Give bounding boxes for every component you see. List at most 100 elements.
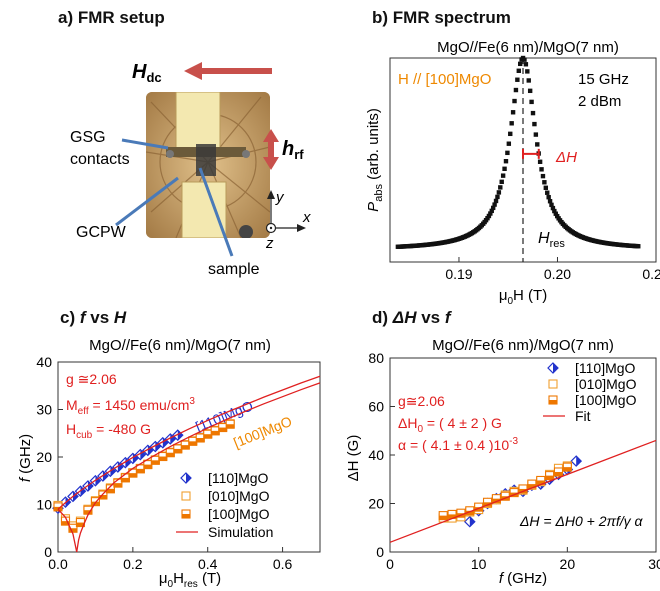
svg-text:z: z [265,235,274,252]
gsg-label-line2: contacts [70,151,130,168]
chart-d-xlabel: f (GHz) [499,570,547,587]
chart-b-point [508,131,513,137]
chart-d-g-factor: g≅2.06 [398,393,445,409]
chart-c-g-factor: g ≅2.06 [66,371,117,387]
gsg-pointer [121,138,169,150]
chart-d-legend-swatch [548,379,558,389]
chart-d-alpha: α = ( 4.1 ± 0.4 )10-3 [398,436,518,453]
chart-b-frequency: 15 GHz [578,71,629,88]
chart-c-subtitle: MgO//Fe(6 nm)/MgO(7 nm) [89,337,271,354]
chart-b-point [515,77,520,82]
chart-b-point [523,62,529,67]
chart-d-legend-label: [010]MgO [575,376,637,392]
chart-c-ytick-label: 0 [44,544,52,560]
chart-b-point [500,173,506,178]
chart-b-field-direction: H // [100]MgO [398,71,491,88]
chart-b-point [488,211,493,216]
chart-b-subtitle: MgO//Fe(6 nm)/MgO(7 nm) [437,39,619,56]
panel-d-title: d) ΔH vs f [372,308,451,327]
chart-b-point [503,159,509,164]
chart-b-point [509,121,514,126]
chart-b-point [499,179,504,185]
chart-c-series-line [76,382,321,553]
chart-d-xtick-label: 10 [471,556,487,572]
chart-b-ylabel: Pabs (arb. units) [365,108,385,212]
chart-c-xtick-label: 0.0 [48,556,68,572]
chart-b-point [545,190,550,195]
chart-d-legend-label: [100]MgO [575,392,637,408]
chart-d-xtick-label: 30 [648,556,660,572]
chart-b-point [549,202,554,208]
chart-d-legend-label: Fit [575,408,591,424]
chart-d-ytick-label: 0 [376,544,384,560]
chart-b-point [486,213,492,219]
setup-photo [146,92,270,238]
chart-b-point [506,141,512,146]
chart-d-ytick-label: 80 [368,350,384,366]
hrf-arrowhead-up [263,129,279,142]
chart-c-legend-label: Simulation [208,524,273,540]
chart-c-ylabel: f (GHz) [17,434,34,482]
sample-label: sample [208,261,260,278]
chart-b-xlabel: μ0H (T) [499,287,547,307]
chart-b-point [539,167,544,172]
chart-b-point [498,185,503,190]
chart-b-point [543,185,549,190]
chart-b-point [496,190,502,195]
panel-b-title: b) FMR spectrum [372,8,511,27]
chart-b-point [554,213,560,219]
chart-c-legend: [110]MgO [010]MgO [100]MgO Simulation [176,470,273,540]
chart-c-xlabel: μ0Hres (T) [159,570,221,590]
gsg-label-line1: GSG [70,129,106,146]
chart-c-meff: Meff = 1450 emu/cm3 [66,396,195,417]
gcpw-label: GCPW [76,224,127,241]
chart-d-formula: ΔH = ΔH0 + 2πf/γ α [519,513,644,529]
chart-b-point [489,208,494,214]
chart-b-linewidth-label: ΔH [555,149,577,166]
chart-b-point [505,150,510,156]
chart-b-point [502,166,507,171]
chart-b-xtick-label: 0.21 [642,266,660,282]
chart-c-ytick-label: 10 [36,497,52,513]
chart-b-point [537,159,543,164]
chart-b-point [530,110,536,116]
chart-d-subtitle: MgO//Fe(6 nm)/MgO(7 nm) [432,337,614,354]
chart-b-point [535,142,540,147]
chart-b-hres-label: Hres [538,230,565,250]
chart-b-point [516,68,521,73]
hdc-label: Hdc [132,61,162,85]
chart-d-series-line [389,439,657,543]
chart-b-point [518,61,523,67]
chart-b-point [495,194,500,200]
chart-b-point [552,208,557,214]
chart-d-xtick-label: 0 [386,556,394,572]
chart-b-point [533,132,539,137]
chart-b-point [542,180,547,185]
chart-b-point [553,211,558,216]
chart-b-point [512,98,517,104]
chart-b-point [529,99,534,105]
coordinate-axes: y x z [265,189,311,252]
chart-b-point [547,199,553,204]
chart-b-point [636,244,641,249]
chart-b-point [493,198,499,204]
chart-b-point [492,202,497,207]
chart-c-xtick-label: 0.2 [123,556,143,572]
hrf-arrowhead-down [263,157,279,170]
hrf-label: hrf [282,138,304,162]
chart-d-ylabel: ΔH (G) [345,435,362,482]
chart-c-ytick-label: 30 [36,402,52,418]
chart-b-point [510,110,516,115]
chart-b-xtick-label: 0.19 [445,266,472,282]
chart-b-point [525,69,530,74]
chart-c-ytick-label: 40 [36,354,52,370]
hdc-arrowhead [184,62,202,80]
chart-b-xtick-label: 0.20 [544,266,571,282]
chart-c-legend-swatch [181,491,191,501]
chart-c-hcub: Hcub = -480 G [66,421,151,441]
chart-c-series-line [57,375,321,510]
chart-b-point [532,121,537,127]
sample-pointer [198,167,234,257]
